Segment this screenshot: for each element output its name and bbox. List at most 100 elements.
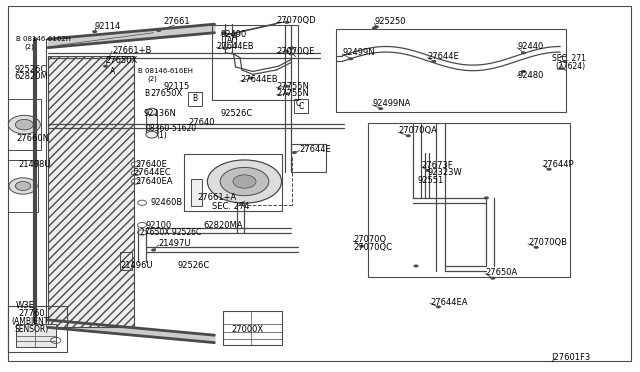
Circle shape xyxy=(406,134,411,137)
Text: 92323W: 92323W xyxy=(428,169,462,177)
Text: A: A xyxy=(227,36,232,45)
Text: 27755N: 27755N xyxy=(276,82,309,91)
Text: (AMBIENT: (AMBIENT xyxy=(12,317,49,326)
Text: 92136N: 92136N xyxy=(144,109,177,118)
Text: A: A xyxy=(110,67,115,76)
Text: 27070QC: 27070QC xyxy=(353,243,392,252)
Circle shape xyxy=(521,51,526,54)
Text: SENSOR): SENSOR) xyxy=(14,325,49,334)
Text: 92440: 92440 xyxy=(517,42,543,51)
Text: 92526C: 92526C xyxy=(178,262,210,270)
Circle shape xyxy=(151,248,156,251)
Circle shape xyxy=(8,115,40,134)
Bar xyxy=(8,306,67,352)
Text: 27644EB: 27644EB xyxy=(240,76,278,84)
Circle shape xyxy=(436,305,441,308)
Bar xyxy=(222,33,236,47)
Text: 925250: 925250 xyxy=(374,17,406,26)
Circle shape xyxy=(15,119,33,130)
Circle shape xyxy=(547,168,552,171)
Bar xyxy=(8,99,41,150)
Text: 27650X: 27650X xyxy=(106,56,138,65)
Circle shape xyxy=(484,196,489,199)
Text: B: B xyxy=(144,89,149,98)
Text: 27640EA: 27640EA xyxy=(136,177,173,186)
Text: 92114: 92114 xyxy=(95,22,121,31)
Text: 92526C: 92526C xyxy=(14,65,46,74)
Text: 92490: 92490 xyxy=(221,30,247,39)
Circle shape xyxy=(425,169,430,172)
Text: 92100: 92100 xyxy=(146,221,172,230)
Circle shape xyxy=(221,31,227,34)
Circle shape xyxy=(223,47,228,50)
Text: C: C xyxy=(298,102,303,110)
Text: 62820M: 62820M xyxy=(14,72,48,81)
Text: 27660N: 27660N xyxy=(16,134,49,143)
Text: 92115: 92115 xyxy=(163,82,189,91)
Bar xyxy=(188,92,202,106)
Text: B 08146-6162H: B 08146-6162H xyxy=(16,36,71,42)
Circle shape xyxy=(156,29,161,32)
Text: 27640: 27640 xyxy=(189,118,215,126)
Text: 27644EC: 27644EC xyxy=(133,169,171,177)
Circle shape xyxy=(348,57,353,60)
Circle shape xyxy=(378,107,383,110)
Text: 92526C: 92526C xyxy=(221,109,253,118)
Circle shape xyxy=(146,131,157,138)
Circle shape xyxy=(9,178,37,194)
Text: 27640E: 27640E xyxy=(136,160,168,169)
Text: (2): (2) xyxy=(147,76,157,82)
Circle shape xyxy=(106,56,111,59)
Bar xyxy=(16,324,56,347)
Text: 27644E: 27644E xyxy=(428,52,460,61)
Bar xyxy=(336,29,566,112)
Circle shape xyxy=(413,264,419,267)
Circle shape xyxy=(289,47,294,50)
Circle shape xyxy=(490,277,495,280)
Circle shape xyxy=(534,246,539,249)
Text: B 08146-616EH: B 08146-616EH xyxy=(138,68,193,74)
Text: (27624): (27624) xyxy=(556,62,586,71)
Text: 92460B: 92460B xyxy=(150,198,182,207)
Text: 21498U: 21498U xyxy=(18,160,51,169)
Text: A: A xyxy=(232,33,237,42)
Text: 27070QA: 27070QA xyxy=(398,126,437,135)
Text: SEC. 274: SEC. 274 xyxy=(212,202,250,211)
Bar xyxy=(146,110,157,135)
Text: 27661+A: 27661+A xyxy=(197,193,236,202)
Bar xyxy=(48,56,134,327)
Text: SEC. 271: SEC. 271 xyxy=(552,54,586,63)
Circle shape xyxy=(359,245,364,248)
Text: 27755N: 27755N xyxy=(276,89,309,98)
Text: 27644P: 27644P xyxy=(543,160,574,169)
Text: 27070Q: 27070Q xyxy=(353,235,387,244)
Circle shape xyxy=(248,77,253,80)
Text: 21496U: 21496U xyxy=(120,262,153,270)
Text: 08360-51620: 08360-51620 xyxy=(146,124,197,133)
Text: 21497U: 21497U xyxy=(159,239,191,248)
Text: 27070QB: 27070QB xyxy=(528,238,567,247)
Text: 92551: 92551 xyxy=(417,176,444,185)
Text: 27650X: 27650X xyxy=(150,89,182,98)
Circle shape xyxy=(284,92,289,95)
Text: W3E: W3E xyxy=(16,301,35,310)
Circle shape xyxy=(103,65,108,68)
Text: 27650X 92526C: 27650X 92526C xyxy=(140,228,201,237)
Circle shape xyxy=(292,151,297,154)
Circle shape xyxy=(284,85,289,88)
Circle shape xyxy=(284,21,289,24)
Text: 92499NA: 92499NA xyxy=(372,99,411,108)
Text: C: C xyxy=(296,99,301,108)
Bar xyxy=(368,123,570,277)
Bar xyxy=(291,144,326,172)
Circle shape xyxy=(220,167,269,196)
Bar xyxy=(294,99,308,113)
Circle shape xyxy=(289,52,294,55)
Bar xyxy=(8,160,38,212)
Text: B: B xyxy=(193,94,198,103)
Text: (1): (1) xyxy=(157,131,168,140)
Text: 92499N: 92499N xyxy=(342,48,375,57)
Circle shape xyxy=(233,175,256,188)
Text: (2): (2) xyxy=(24,43,34,50)
Text: 27070QD: 27070QD xyxy=(276,16,316,25)
